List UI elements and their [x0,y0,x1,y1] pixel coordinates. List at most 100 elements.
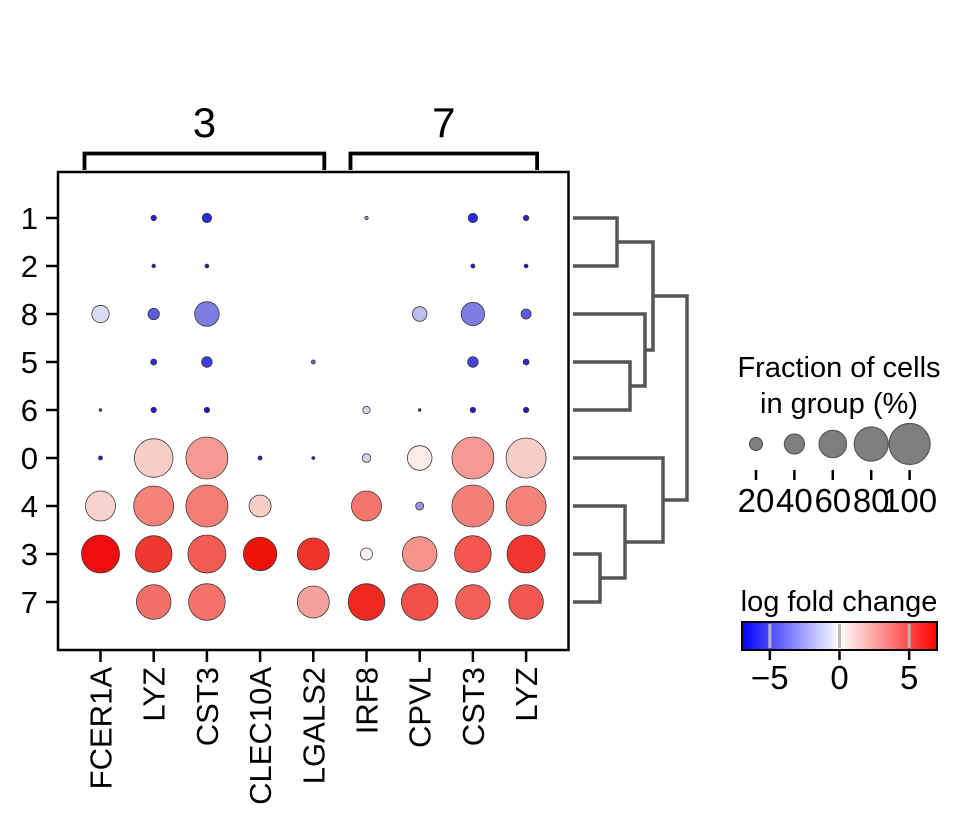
dot-cluster1-LYZ [522,214,530,222]
dot-cluster3-IRF8 [360,547,373,561]
dot-cluster0-FCER1A [98,455,103,461]
group-bracket-3 [82,151,327,170]
dot-cluster0-LYZ [505,437,547,479]
dot-cluster4-FCER1A [85,490,116,522]
dot-cluster0-LYZ [133,438,174,478]
dot-cluster7-LGALS2 [296,585,330,619]
colorbar-tick-label--5: −5 [751,659,789,696]
dot-cluster5-CST3 [467,356,479,368]
size-legend-title-line1: Fraction of cells [737,352,940,384]
size-legend-dot-60 [818,429,848,459]
dot-cluster1-CST3 [467,212,478,224]
dot-cluster0-LGALS2 [311,456,316,460]
dot-cluster7-IRF8 [347,583,386,621]
dendrogram-link [573,360,632,412]
col-label-LYZ-1: LYZ [137,667,172,722]
dot-cluster4-LYZ [133,485,175,527]
group-bracket-7 [348,151,539,170]
dot-cluster8-CST3 [460,301,485,327]
plot-border [56,170,570,652]
dot-cluster2-LYZ [523,263,529,269]
dot-cluster2-CST3 [470,263,476,269]
row-label-0: 0 [21,441,38,476]
dendrogram-link [573,552,602,604]
dot-cluster1-LYZ [150,214,157,222]
dot-cluster1-CST3 [201,212,212,224]
colorbar-tick-label-0: 0 [830,659,848,696]
row-label-6: 6 [21,393,38,428]
dot-cluster0-IRF8 [361,453,372,463]
dot-cluster3-CST3 [187,534,227,574]
dot-cluster8-CST3 [194,301,220,327]
col-label-FCER1A-0: FCER1A [84,667,119,790]
dot-cluster4-CST3 [185,484,229,528]
dendrogram-link [573,456,665,544]
size-legend-label-100: 100 [882,482,937,519]
size-legend-title-line2: in group (%) [760,388,918,420]
colorbar-tick-label-5: 5 [900,659,918,696]
dot-cluster3-CLEC10A [243,536,278,572]
dot-cluster7-CST3 [455,584,491,620]
dot-cluster3-LGALS2 [296,537,330,571]
dot-cluster8-LYZ [520,308,532,320]
dot-cluster5-LYZ [150,358,158,366]
dot-cluster6-FCER1A [98,408,103,412]
group-label-7: 7 [432,99,455,146]
size-legend-label-20: 20 [738,482,775,519]
dendrogram-link [573,312,647,388]
row-label-5: 5 [21,345,38,380]
dot-cluster6-IRF8 [362,405,371,415]
size-legend-dot-20 [748,436,764,452]
size-legend-label-80: 80 [853,482,890,519]
dot-cluster7-CST3 [188,583,226,621]
col-label-CST3-7: CST3 [456,667,491,746]
dot-cluster6-LYZ [522,406,530,414]
dot-cluster0-CLEC10A [257,455,263,461]
size-legend-dot-80 [853,426,889,462]
size-legend-label-40: 40 [776,482,813,519]
dot-cluster3-CPVL [402,536,438,572]
dot-cluster5-CST3 [201,356,213,368]
col-label-CPVL-6: CPVL [403,667,438,748]
dot-cluster3-LYZ [506,534,546,574]
dot-cluster4-CST3 [451,484,495,528]
row-label-8: 8 [21,297,38,332]
row-label-2: 2 [21,249,38,284]
row-label-4: 4 [21,489,38,524]
col-label-CST3-2: CST3 [190,667,225,746]
col-label-CLEC10A-3: CLEC10A [243,667,278,805]
dot-cluster6-LYZ [150,406,157,414]
size-legend-dot-100 [888,422,931,466]
dot-cluster2-CST3 [204,263,210,269]
dot-cluster5-LGALS2 [310,359,316,365]
dot-cluster3-FCER1A [81,534,120,574]
col-label-LGALS2-4: LGALS2 [296,667,331,784]
row-label-1: 1 [21,201,38,236]
dendrogram-link [617,240,655,352]
dot-cluster0-CST3 [451,436,495,480]
col-label-IRF8-5: IRF8 [350,667,385,734]
dendrogram-link [653,294,689,502]
row-label-7: 7 [21,585,38,620]
dendrogram-link [573,216,619,268]
dot-cluster8-LYZ [147,307,160,321]
dot-cluster6-CST3 [469,406,476,414]
dot-cluster4-CPVL [415,501,425,511]
size-legend-label-60: 60 [814,482,851,519]
dot-cluster2-LYZ [151,263,156,269]
dot-cluster7-CPVL [401,583,439,621]
size-legend-dot-40 [783,433,806,455]
dot-cluster6-CST3 [203,406,210,414]
dot-cluster4-IRF8 [351,490,382,522]
dot-cluster3-LYZ [134,535,173,573]
dot-cluster5-LYZ [522,358,530,366]
row-label-3: 3 [21,537,38,572]
dot-cluster4-LYZ [505,485,547,527]
colorbar-title: log fold change [741,586,938,618]
dot-cluster4-CLEC10A [248,494,272,518]
dot-cluster0-CPVL [407,445,433,471]
dot-cluster0-CST3 [185,436,229,480]
